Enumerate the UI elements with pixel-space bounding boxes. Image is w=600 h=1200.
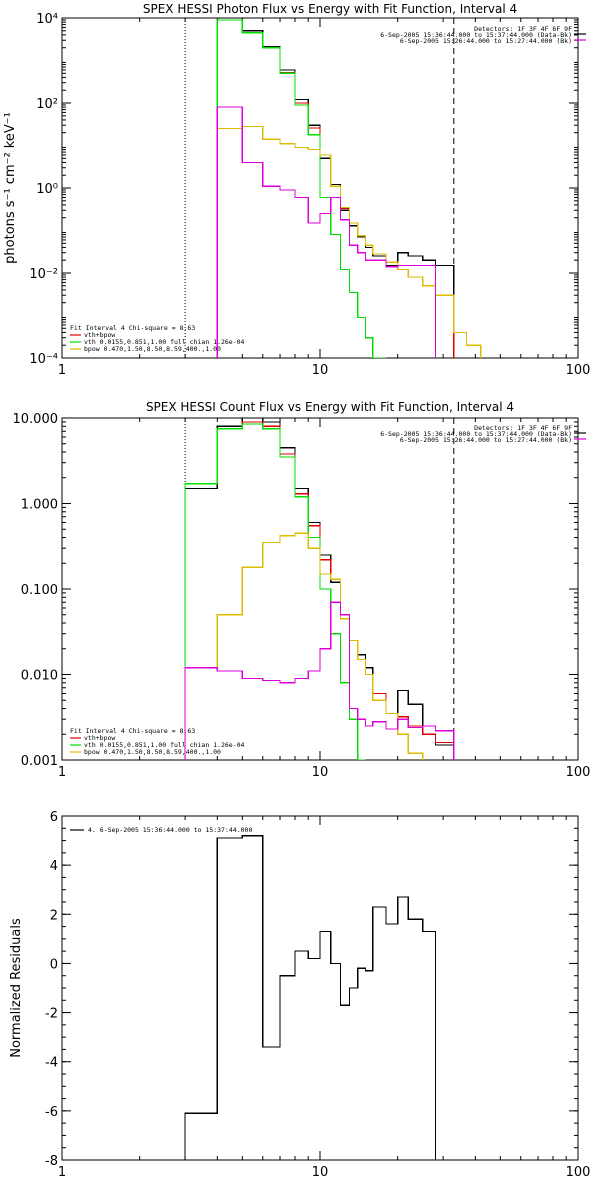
fit-legend-bpow: bpow 0.470,1.50,8.50,8.59,400.,1.00 <box>84 345 221 353</box>
series-data-bk <box>216 19 455 358</box>
photon-flux-chart: SPEX HESSI Photon Flux vs Energy with Fi… <box>3 2 590 378</box>
count-flux-chart: SPEX HESSI Count Flux vs Energy with Fit… <box>13 400 591 780</box>
y-tick-label: 10.000 <box>13 412 59 427</box>
detectors-header: Detectors: 1F 3F 4F 6F 9F <box>474 25 572 33</box>
y-tick-label: -2 <box>45 1007 58 1022</box>
series-4-6-sep-2005-15-36-44-000-to-15-37-44-000 <box>184 835 436 1160</box>
fit-legend-total: vth+bpow <box>84 734 115 742</box>
y-axis-label: Normalized Residuals <box>9 918 24 1058</box>
series-vth-bpow <box>216 19 455 358</box>
fit-legend-vth: vth 0.0155,0.851,1.00 full chian 1.26e-0… <box>84 338 245 346</box>
fit-legend-title: Fit Interval 4 Chi-square = 8.63 <box>70 727 195 735</box>
y-tick-label: 0.010 <box>21 669 58 684</box>
legend-entry-bk: 6-Sep-2005 15:26:44.000 to 15:27:44.000 … <box>400 436 572 444</box>
x-tick-label: 1 <box>58 363 66 378</box>
y-tick-label: 0.001 <box>21 754 58 769</box>
fit-legend-title: Fit Interval 4 Chi-square = 8.63 <box>70 324 195 332</box>
x-tick-label: 1 <box>58 1165 66 1180</box>
y-tick-label: 2 <box>50 908 58 923</box>
legend-entry-data: 6-Sep-2005 15:36:44.000 to 15:37:44.000 … <box>380 430 572 438</box>
detectors-header: Detectors: 1F 3F 4F 6F 9F <box>474 424 572 432</box>
y-tick-label: 10⁻² <box>29 267 58 282</box>
y-tick-label: -4 <box>45 1056 58 1071</box>
y-tick-label: 0 <box>50 957 58 972</box>
x-tick-label: 10 <box>312 765 329 780</box>
x-tick-label: 10 <box>312 1165 329 1180</box>
series-bk <box>184 601 455 760</box>
y-tick-label: 1.000 <box>21 498 58 513</box>
y-tick-label: -8 <box>45 1154 58 1169</box>
chart-title: SPEX HESSI Photon Flux vs Energy with Fi… <box>143 2 517 16</box>
plot-frame <box>61 815 579 1161</box>
series-vth <box>184 423 366 760</box>
y-axis-label: photons s⁻¹ cm⁻² keV⁻¹ <box>3 112 18 264</box>
series-vth-bpow <box>184 421 455 760</box>
residuals-chart: Normalized Residuals 4. 6-Sep-2005 15:36… <box>9 810 590 1180</box>
y-tick-label: 0.100 <box>21 583 58 598</box>
legend-entry-data: 6-Sep-2005 15:36:44.000 to 15:37:44.000 … <box>380 31 572 39</box>
chart-title: SPEX HESSI Count Flux vs Energy with Fit… <box>146 400 514 414</box>
fit-legend-total: vth+bpow <box>84 331 115 339</box>
y-tick-label: 10⁰ <box>36 182 58 197</box>
x-tick-label: 1 <box>58 765 66 780</box>
series-vth <box>216 19 386 358</box>
y-tick-label: -6 <box>45 1105 58 1120</box>
legend-entry-interval: 4. 6-Sep-2005 15:36:44.000 to 15:37:44.0… <box>88 826 252 834</box>
fit-legend-vth: vth 0.0155,0.851,1.00 full chian 1.26e-0… <box>84 741 245 749</box>
series-bk <box>216 106 436 358</box>
y-tick-label: 6 <box>50 810 58 825</box>
legend-entry-bk: 6-Sep-2005 15:26:44.000 to 15:27:44.000 … <box>400 37 572 45</box>
y-tick-label: 10⁴ <box>36 12 58 27</box>
x-tick-label: 100 <box>566 765 591 780</box>
series-bpow <box>184 532 424 760</box>
x-tick-label: 100 <box>566 363 591 378</box>
y-tick-label: 10⁻⁴ <box>29 352 58 367</box>
x-tick-label: 100 <box>566 1165 591 1180</box>
y-tick-label: 4 <box>50 859 58 874</box>
x-tick-label: 10 <box>312 363 329 378</box>
y-tick-label: 10² <box>36 97 58 112</box>
fit-legend-bpow: bpow 0.470,1.50,8.50,8.59,400.,1.00 <box>84 748 221 756</box>
